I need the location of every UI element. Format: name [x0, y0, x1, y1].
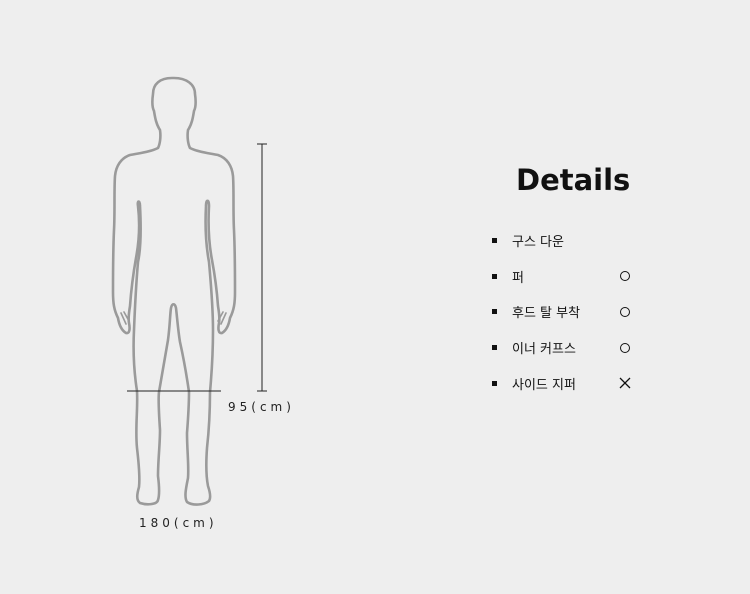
bullet-icon — [492, 380, 497, 386]
finger-details — [120, 311, 227, 325]
list-item: 구스 다운 — [490, 223, 650, 259]
item-label: 사이드 지퍼 — [512, 377, 576, 393]
circle-icon — [618, 269, 632, 283]
body-outline — [111, 76, 237, 506]
cross-icon — [618, 376, 632, 390]
bullet-icon — [492, 273, 497, 279]
size-diagram: 95(cm) 180(cm) — [0, 0, 340, 594]
bullet-icon — [492, 345, 497, 351]
item-label: 이너 커프스 — [512, 342, 576, 358]
body-silhouette — [111, 76, 267, 506]
circle-icon — [618, 341, 632, 355]
circle-icon — [618, 305, 632, 319]
item-label: 후드 탈 부착 — [512, 306, 581, 322]
list-item: 사이드 지퍼 — [490, 365, 650, 401]
bullet-icon — [492, 309, 497, 315]
list-item: 후드 탈 부착 — [490, 294, 650, 330]
length-measurement-label: 95(cm) — [228, 400, 295, 414]
details-list: 구스 다운 퍼 후드 탈 부착 이너 커프스 사이드 지퍼 — [490, 223, 650, 401]
item-label: 구스 다운 — [512, 235, 564, 251]
list-item: 이너 커프스 — [490, 330, 650, 366]
list-item: 퍼 — [490, 259, 650, 295]
height-measurement-label: 180(cm) — [139, 516, 218, 530]
bullet-icon — [492, 238, 497, 244]
details-title: Details — [516, 163, 631, 197]
item-label: 퍼 — [512, 270, 524, 286]
